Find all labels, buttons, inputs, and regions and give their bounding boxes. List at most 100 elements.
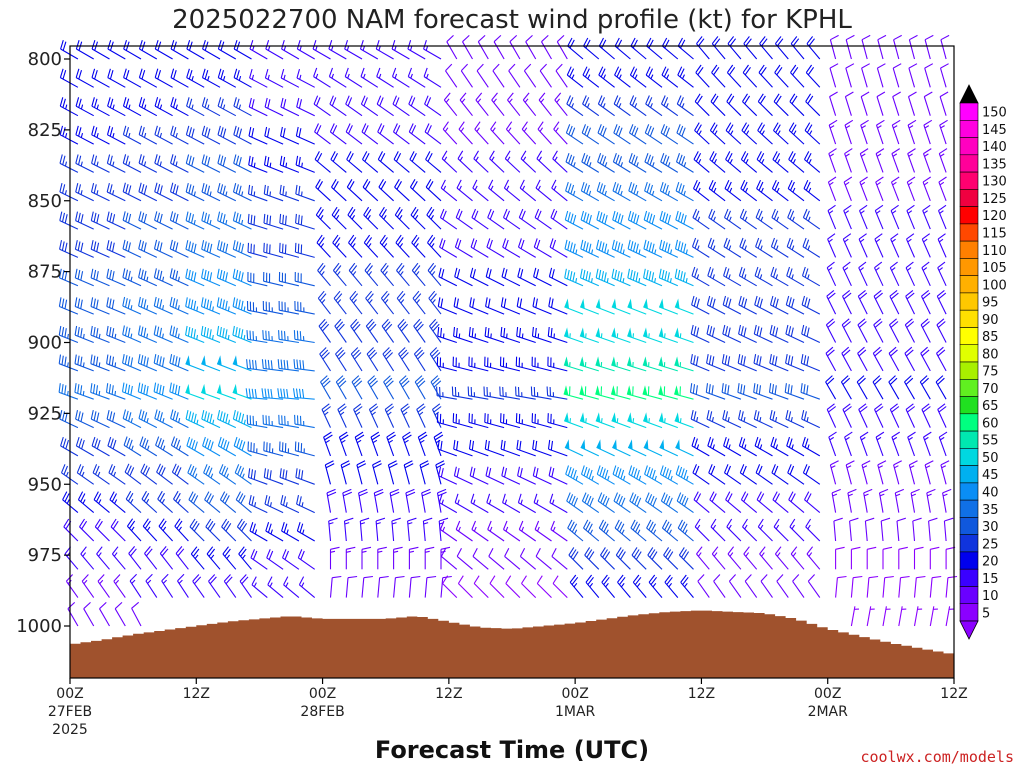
- wind-barb: [827, 204, 837, 230]
- wind-barb: [139, 436, 158, 457]
- wind-barb: [674, 239, 694, 258]
- wind-barb: [531, 326, 552, 344]
- wind-barb: [882, 546, 893, 570]
- wind-barb: [929, 575, 942, 598]
- wind-barb: [579, 268, 600, 287]
- wind-barb: [201, 125, 221, 145]
- wind-barb: [532, 466, 552, 485]
- wind-barb: [362, 151, 379, 173]
- wind-barb: [872, 375, 884, 400]
- wind-barb: [378, 179, 394, 202]
- wind-barb: [937, 403, 947, 428]
- wind-barb: [739, 237, 757, 258]
- wind-barb: [80, 546, 95, 570]
- wind-barb: [402, 431, 412, 457]
- wind-barb: [122, 239, 142, 258]
- wind-barb: [201, 97, 221, 117]
- wind-barb: [726, 93, 742, 117]
- wind-barb: [753, 324, 773, 343]
- wind-barb: [247, 242, 268, 258]
- wind-barb: [169, 268, 189, 287]
- wind-barb: [643, 239, 663, 258]
- wind-barb: [844, 119, 854, 145]
- wind-barb: [517, 493, 536, 514]
- wind-barb: [642, 327, 663, 344]
- colorbar-label: 70: [982, 382, 999, 397]
- wind-barb: [122, 97, 142, 117]
- wind-barb: [708, 179, 726, 202]
- y-tick-label: 925: [28, 403, 62, 424]
- wind-barb: [579, 327, 599, 344]
- wind-barb: [864, 517, 875, 542]
- wind-barb: [169, 211, 189, 230]
- wind-barb: [905, 233, 916, 258]
- wind-barb: [739, 464, 758, 485]
- wind-barb: [408, 546, 419, 570]
- wind-barb: [727, 36, 742, 60]
- colorbar-swatch: [959, 120, 979, 138]
- wind-barb: [216, 383, 236, 400]
- colorbar-label: 80: [982, 347, 999, 362]
- wind-barb: [153, 354, 173, 372]
- wind-barb: [455, 208, 473, 230]
- wind-barb: [675, 181, 694, 202]
- wind-barb: [929, 606, 938, 627]
- wind-barb: [550, 208, 568, 230]
- wind-barb: [441, 150, 458, 173]
- colorbar-under-arrow: [959, 620, 979, 640]
- wind-barb: [565, 153, 584, 173]
- wind-barb: [373, 488, 384, 513]
- wind-barb: [515, 386, 536, 400]
- colorbar-label: 95: [982, 296, 999, 311]
- wind-barb: [517, 267, 536, 287]
- wind-barb: [806, 36, 821, 60]
- wind-barb: [362, 179, 379, 202]
- wind-barb: [323, 431, 333, 457]
- wind-barb: [356, 460, 367, 485]
- wind-barb: [318, 318, 331, 343]
- wind-barb: [90, 182, 110, 202]
- wind-barb: [940, 34, 950, 60]
- wind-barb: [393, 575, 405, 598]
- wind-barb: [440, 548, 458, 570]
- wind-barb: [874, 204, 884, 230]
- wind-barb: [505, 575, 521, 598]
- wind-barb: [697, 574, 710, 598]
- wind-barb: [756, 179, 773, 202]
- wind-barb: [532, 439, 552, 457]
- wind-barb: [753, 409, 773, 429]
- wind-barb: [472, 548, 489, 570]
- wind-barb: [217, 182, 237, 202]
- wind-barb: [647, 547, 663, 570]
- wind-barb: [367, 375, 379, 400]
- wind-barb: [315, 206, 331, 230]
- wind-barb: [829, 460, 839, 485]
- y-tick-label: 1000: [16, 616, 62, 637]
- wind-barb: [612, 210, 631, 230]
- wind-barb: [154, 125, 173, 145]
- wind-barb: [267, 576, 284, 599]
- wind-barb: [801, 436, 821, 457]
- wind-barb: [364, 262, 379, 287]
- wind-barb: [81, 574, 95, 598]
- wind-barb: [706, 409, 726, 429]
- wind-barb: [790, 64, 805, 88]
- wind-barb: [904, 346, 915, 372]
- wind-barb: [876, 91, 886, 116]
- wind-barb: [938, 176, 947, 201]
- wind-barb: [488, 179, 505, 202]
- wind-barb: [923, 91, 933, 116]
- wind-barb: [106, 409, 126, 429]
- wind-barb: [875, 431, 885, 457]
- wind-barb: [107, 68, 126, 88]
- wind-barb: [632, 574, 647, 598]
- wind-barb: [904, 375, 915, 400]
- wind-barb: [563, 327, 584, 344]
- wind-barb: [675, 210, 694, 230]
- wind-barb: [131, 601, 142, 627]
- wind-barb: [294, 271, 315, 287]
- wind-barb: [547, 356, 568, 372]
- wind-barb: [891, 119, 901, 145]
- y-tick-label: 850: [28, 191, 62, 212]
- wind-barb: [769, 295, 789, 315]
